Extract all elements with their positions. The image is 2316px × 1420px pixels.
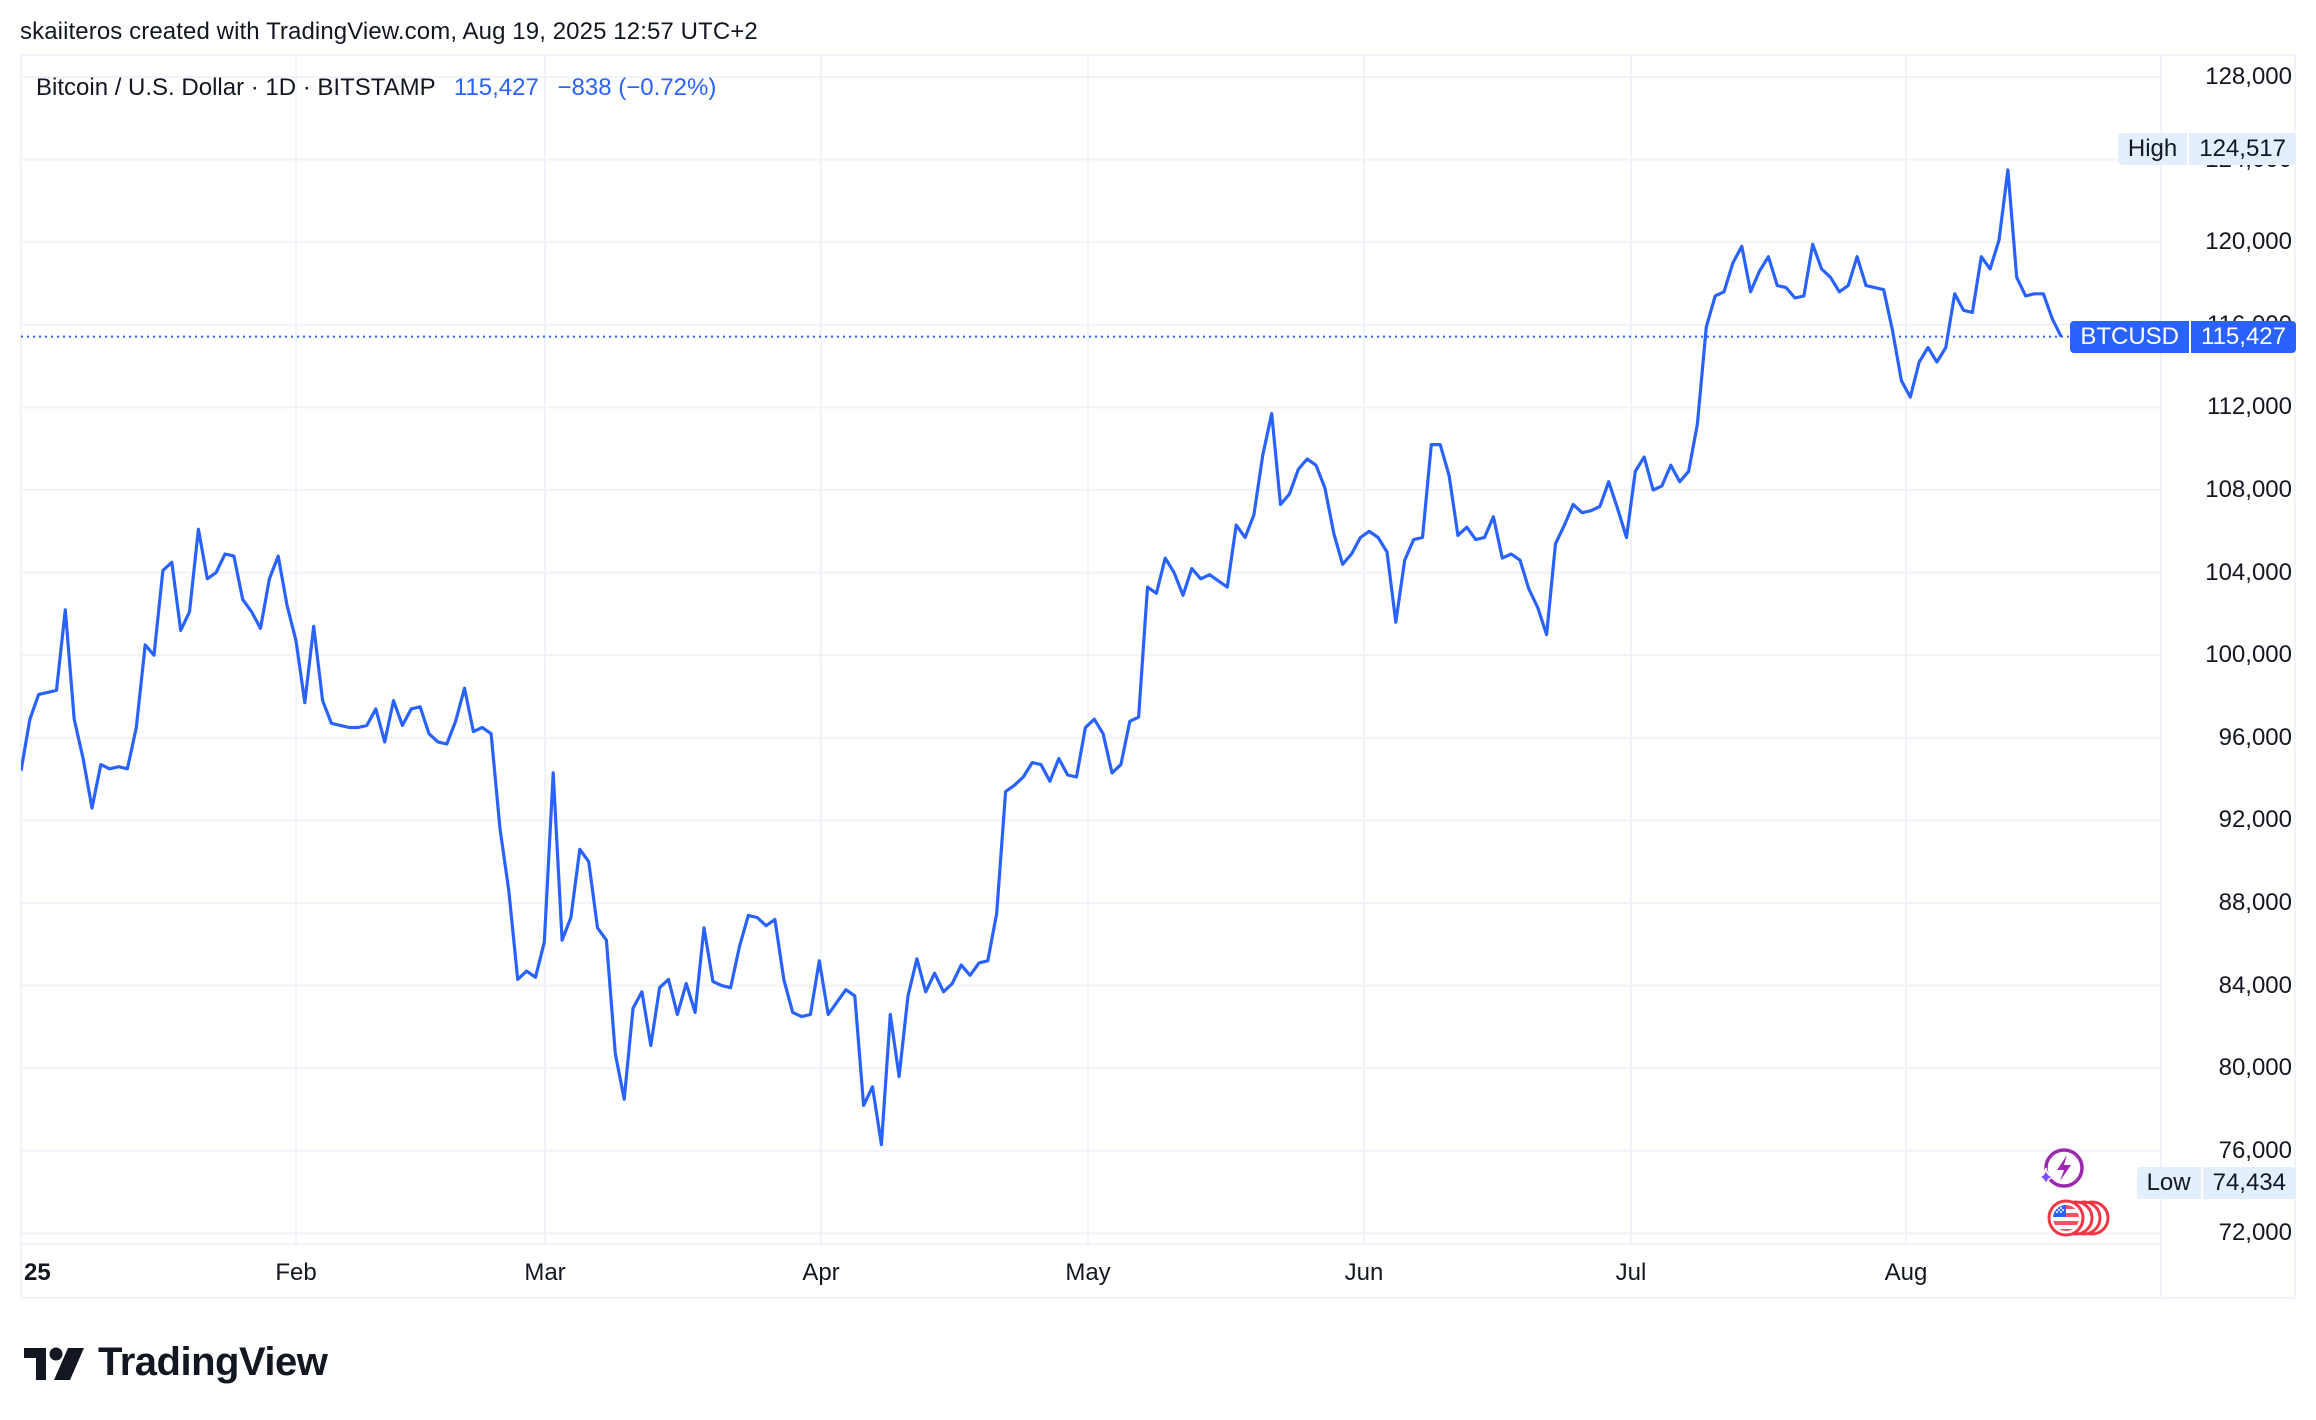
- x-tick-label: Aug: [1884, 1259, 1928, 1286]
- low-value: 74,434: [2202, 1167, 2296, 1199]
- x-tick-label: May: [1065, 1259, 1111, 1286]
- low-price-tag: Low 74,434: [2136, 1167, 2296, 1199]
- plot-area[interactable]: [21, 54, 2160, 1244]
- legend-price-change: −838 (−0.72%): [557, 74, 717, 101]
- x-tick-label: 25: [24, 1259, 51, 1286]
- y-tick-label: 80,000: [2218, 1054, 2292, 1082]
- y-tick-label: 88,000: [2218, 889, 2292, 916]
- y-tick-label: 100,000: [2205, 641, 2292, 669]
- y-tick-label: 128,000: [2205, 63, 2292, 90]
- symbol-label: BTCUSD: [2070, 320, 2190, 353]
- y-tick-label: 92,000: [2218, 806, 2292, 834]
- high-value: 124,517: [2189, 133, 2296, 165]
- btcusd-price-line[interactable]: [21, 168, 2063, 1147]
- y-tick-label: 76,000: [2218, 1136, 2292, 1164]
- time-axis-separator: [20, 1243, 2160, 1245]
- chart-legend: Bitcoin / U.S. Dollar · 1D · BITSTAMP 11…: [36, 74, 716, 102]
- y-tick-label: 72,000: [2218, 1219, 2292, 1247]
- x-tick-label: Apr: [802, 1259, 840, 1286]
- y-tick-label: 120,000: [2205, 228, 2292, 256]
- x-tick-label: Feb: [275, 1259, 317, 1286]
- chart-frame: [20, 54, 2296, 1299]
- price-chart-svg[interactable]: [21, 54, 2160, 1244]
- y-tick-label: 108,000: [2205, 476, 2292, 503]
- us-flag-coins-icon[interactable]: [2047, 1199, 2110, 1237]
- y-tick-label: 96,000: [2218, 723, 2292, 751]
- last-price-tag: BTCUSD 115,427: [2070, 320, 2296, 353]
- low-label: Low: [2136, 1167, 2201, 1199]
- tradingview-wordmark: TradingView: [98, 1340, 328, 1384]
- x-tick-label: Mar: [524, 1259, 566, 1286]
- y-tick-label: 104,000: [2205, 558, 2292, 586]
- legend-last-price: 115,427: [453, 74, 539, 101]
- last-price-value: 115,427: [2191, 320, 2296, 353]
- tradingview-logo-icon: [24, 1347, 84, 1380]
- tradingview-logo[interactable]: TradingView: [24, 1340, 328, 1385]
- y-tick-label: 112,000: [2207, 393, 2292, 421]
- price-axis-separator: [2160, 54, 2162, 1299]
- x-tick-label: Jun: [1344, 1259, 1384, 1286]
- event-badges[interactable]: [2034, 1146, 2124, 1246]
- high-label: High: [2117, 133, 2188, 165]
- symbol-description[interactable]: Bitcoin / U.S. Dollar · 1D · BITSTAMP: [36, 74, 436, 101]
- credit-line: skaiiteros created with TradingView.com,…: [20, 18, 758, 45]
- high-price-tag: High 124,517: [2117, 133, 2296, 165]
- x-tick-label: Jul: [1615, 1259, 1647, 1286]
- y-tick-label: 84,000: [2218, 971, 2292, 999]
- sparkle-lightning-icon[interactable]: [2037, 1148, 2084, 1188]
